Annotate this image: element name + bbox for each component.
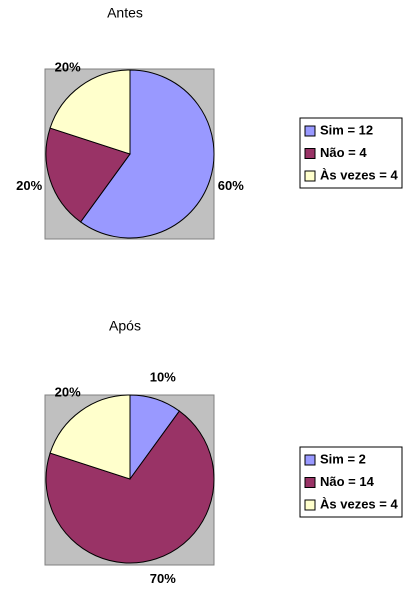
pie-slice — [45, 127, 131, 223]
data-label: 70% — [150, 571, 176, 586]
legend-label: Sim = 12 — [320, 122, 373, 137]
legend-swatch — [304, 477, 316, 488]
legend-box — [299, 446, 403, 518]
legend-box — [299, 117, 403, 189]
legend-swatch — [304, 454, 316, 466]
data-label: 10% — [150, 370, 176, 385]
legend-label: Às vezes = 4 — [320, 167, 398, 182]
chart-title: Antes — [107, 5, 143, 21]
pie-slice — [45, 410, 215, 564]
legend-swatch — [304, 125, 316, 137]
data-label: 20% — [55, 385, 81, 400]
legend-swatch — [304, 499, 316, 511]
legend-label: Sim = 2 — [320, 451, 366, 466]
data-label: 20% — [55, 60, 81, 75]
chart-title: Após — [109, 318, 141, 334]
data-label: 20% — [16, 178, 42, 193]
legend-label: Não = 14 — [320, 474, 375, 489]
pie-slice — [49, 69, 131, 155]
legend-swatch — [304, 170, 316, 182]
legend-label: Não = 4 — [320, 145, 367, 160]
legend-label: Às vezes = 4 — [320, 496, 398, 511]
pie-slice — [49, 394, 131, 480]
legend-swatch — [304, 148, 316, 159]
pie-slice — [79, 69, 215, 239]
data-label: 60% — [218, 178, 244, 193]
